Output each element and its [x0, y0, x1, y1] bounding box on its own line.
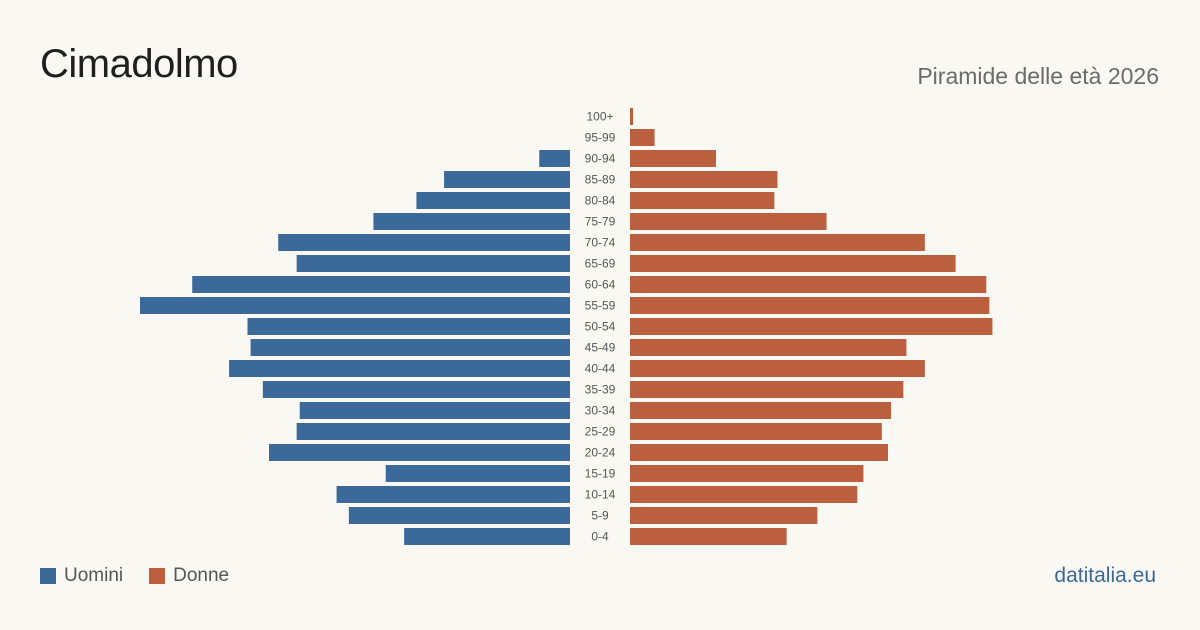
bar-male-35-39 — [262, 381, 570, 398]
bar-female-95-99 — [630, 129, 655, 146]
bar-male-60-64 — [192, 276, 570, 293]
population-pyramid-chart: 100+ 95-99 90-94 85-89 80-84 75-79 70-74 65-69 6… — [140, 108, 993, 545]
legend-label-female: Donne — [173, 565, 230, 586]
bar-female-50-54 — [630, 318, 993, 335]
bar-male-65-69 — [296, 255, 570, 272]
age-labels: 100+ 95-99 90-94 85-89 80-84 75-79 70-74 65-69 6… — [585, 110, 616, 544]
age-label-50-54: 50-54 — [585, 320, 616, 334]
legend: Uomini Donne — [40, 565, 255, 587]
bar-female-25-29 — [630, 423, 882, 440]
bar-male-70-74 — [278, 234, 570, 251]
bar-male-0-4 — [404, 528, 570, 545]
age-label-0-4: 0-4 — [591, 530, 609, 544]
bar-female-55-59 — [630, 297, 990, 314]
bar-female-5-9 — [630, 507, 818, 524]
legend-item-female: Donne — [149, 565, 229, 587]
age-label-70-74: 70-74 — [585, 236, 616, 250]
bar-female-80-84 — [630, 192, 775, 209]
bar-female-0-4 — [630, 528, 787, 545]
bar-female-45-49 — [630, 339, 907, 356]
female-bars — [630, 108, 993, 545]
bar-male-10-14 — [336, 486, 570, 503]
age-label-90-94: 90-94 — [585, 152, 616, 166]
age-label-45-49: 45-49 — [585, 341, 616, 355]
bar-male-85-89 — [444, 171, 570, 188]
bar-male-20-24 — [269, 444, 570, 461]
age-label-85-89: 85-89 — [585, 173, 616, 187]
bar-female-40-44 — [630, 360, 925, 377]
legend-label-male: Uomini — [64, 565, 124, 586]
bar-female-70-74 — [630, 234, 925, 251]
bar-male-75-79 — [373, 213, 570, 230]
bar-male-55-59 — [140, 297, 570, 314]
age-label-30-34: 30-34 — [585, 404, 616, 418]
bar-female-10-14 — [630, 486, 858, 503]
bar-female-90-94 — [630, 150, 716, 167]
bar-male-15-19 — [385, 465, 570, 482]
bar-male-90-94 — [539, 150, 570, 167]
bar-female-35-39 — [630, 381, 904, 398]
bar-male-50-54 — [247, 318, 570, 335]
age-label-100plus: 100+ — [586, 110, 613, 124]
age-label-5-9: 5-9 — [591, 509, 609, 523]
age-label-80-84: 80-84 — [585, 194, 616, 208]
legend-swatch-female — [149, 568, 166, 584]
age-label-65-69: 65-69 — [585, 257, 616, 271]
age-label-15-19: 15-19 — [585, 467, 616, 481]
age-label-10-14: 10-14 — [585, 488, 616, 502]
age-label-35-39: 35-39 — [585, 383, 616, 397]
bar-female-15-19 — [630, 465, 864, 482]
bar-female-65-69 — [630, 255, 956, 272]
bar-male-5-9 — [348, 507, 570, 524]
bar-male-30-34 — [299, 402, 570, 419]
bar-male-40-44 — [229, 360, 571, 377]
bar-female-85-89 — [630, 171, 778, 188]
male-bars — [140, 150, 571, 545]
bar-female-30-34 — [630, 402, 892, 419]
bar-male-80-84 — [416, 192, 570, 209]
chart-title: Cimadolmo — [40, 42, 238, 86]
age-label-95-99: 95-99 — [585, 131, 616, 145]
bar-male-45-49 — [250, 339, 571, 356]
bar-female-100plus — [630, 108, 634, 125]
age-label-25-29: 25-29 — [585, 425, 616, 439]
age-label-75-79: 75-79 — [585, 215, 616, 229]
legend-item-male: Uomini — [40, 565, 123, 587]
bar-female-75-79 — [630, 213, 827, 230]
source-link[interactable]: datitalia.eu — [1054, 564, 1156, 587]
bar-female-60-64 — [630, 276, 987, 293]
age-label-55-59: 55-59 — [585, 299, 616, 313]
legend-swatch-male — [40, 568, 56, 584]
chart-subtitle: Piramide delle età 2026 — [917, 63, 1159, 89]
bar-female-20-24 — [630, 444, 888, 461]
age-label-60-64: 60-64 — [585, 278, 616, 292]
bar-male-25-29 — [296, 423, 570, 440]
age-label-40-44: 40-44 — [585, 362, 616, 376]
age-label-20-24: 20-24 — [585, 446, 616, 460]
